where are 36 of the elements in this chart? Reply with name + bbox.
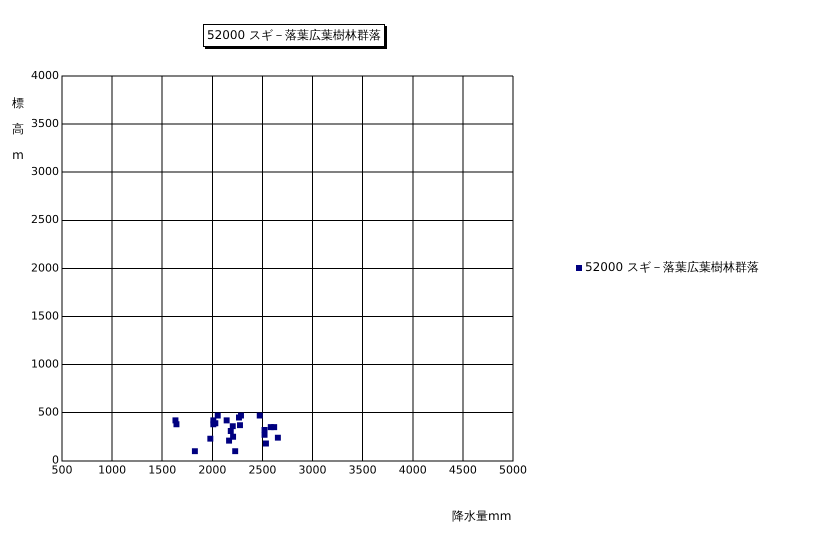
- point: [237, 422, 243, 428]
- point: [230, 423, 236, 430]
- y-tick-label: 1500: [30, 309, 59, 322]
- point: [192, 448, 198, 454]
- point: [214, 412, 221, 419]
- y-tick-label: 500: [38, 406, 59, 419]
- x-tick-label: 1500: [148, 463, 176, 476]
- point: [173, 421, 180, 428]
- x-tick-label: 5000: [499, 463, 527, 476]
- point: [224, 417, 230, 424]
- point: [207, 436, 214, 442]
- point: [274, 434, 281, 441]
- x-tick-label: 4000: [398, 463, 427, 476]
- y-tick-label: 2500: [30, 213, 59, 226]
- point: [271, 424, 278, 430]
- point: [262, 432, 268, 438]
- y-tick-label: 2000: [30, 261, 59, 274]
- point: [256, 412, 263, 419]
- point: [226, 438, 232, 444]
- x-tick-label: 2000: [198, 463, 226, 476]
- y-axis-title: 標高m: [11, 95, 25, 164]
- chart-title: 52000 スギ－落葉広葉樹林群落: [203, 24, 385, 47]
- x-tick-label: 2500: [248, 463, 276, 476]
- y-tick-label: 3000: [30, 165, 59, 178]
- y-tick-label: 4000: [30, 68, 59, 82]
- legend-label: 52000 スギ－落葉広葉樹林群落: [585, 259, 759, 276]
- point: [232, 448, 238, 454]
- y-tick-label: 3500: [30, 116, 59, 130]
- x-axis-title: 降水量mm: [452, 508, 512, 525]
- x-tick-label: 4500: [448, 463, 477, 476]
- x-tick-label: 3000: [298, 463, 327, 476]
- x-tick-label: 3500: [348, 463, 377, 476]
- point: [230, 434, 236, 440]
- y-tick-label: 1000: [30, 357, 59, 370]
- x-tick-label: 1000: [98, 463, 126, 476]
- point: [262, 440, 269, 446]
